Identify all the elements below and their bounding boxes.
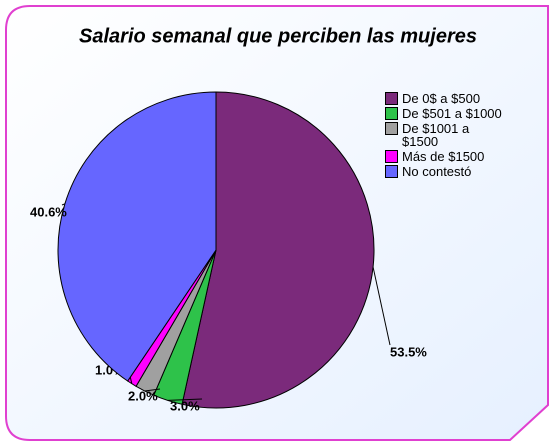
legend-label: De 0$ a $500: [402, 91, 481, 106]
legend-label: Más de $1500: [402, 149, 485, 164]
data-label: 2.0%: [128, 388, 158, 403]
legend-swatch: [385, 92, 398, 105]
pie-slice: [57, 91, 217, 382]
legend-label: De $501 a $1000: [402, 106, 502, 121]
legend-item: De $501 a $1000: [385, 107, 502, 120]
data-label: 3.0%: [170, 398, 200, 413]
legend-swatch: [385, 165, 398, 178]
legend-label: No contestó: [402, 164, 472, 179]
legend-swatch: [385, 122, 398, 135]
leader-line: [144, 388, 161, 392]
legend-label: De $1001 a $1500: [402, 121, 470, 149]
leader-line: [167, 398, 203, 401]
data-label: 40.6%: [30, 204, 67, 219]
data-label: 53.5%: [390, 344, 427, 359]
leader-line: [372, 266, 391, 346]
legend-item: De $1001 a $1500: [385, 122, 502, 148]
legend-item: No contestó: [385, 165, 502, 178]
leader-line: [61, 203, 66, 206]
legend-item: Más de $1500: [385, 150, 502, 163]
chart-title: Salario semanal que perciben las mujeres: [79, 25, 477, 47]
legend-swatch: [385, 150, 398, 163]
legend-item: De 0$ a $500: [385, 92, 502, 105]
pie-slice: [181, 91, 375, 409]
legend: De 0$ a $500 De $501 a $1000 De $1001 a $1…: [385, 92, 502, 180]
legend-swatch: [385, 107, 398, 120]
